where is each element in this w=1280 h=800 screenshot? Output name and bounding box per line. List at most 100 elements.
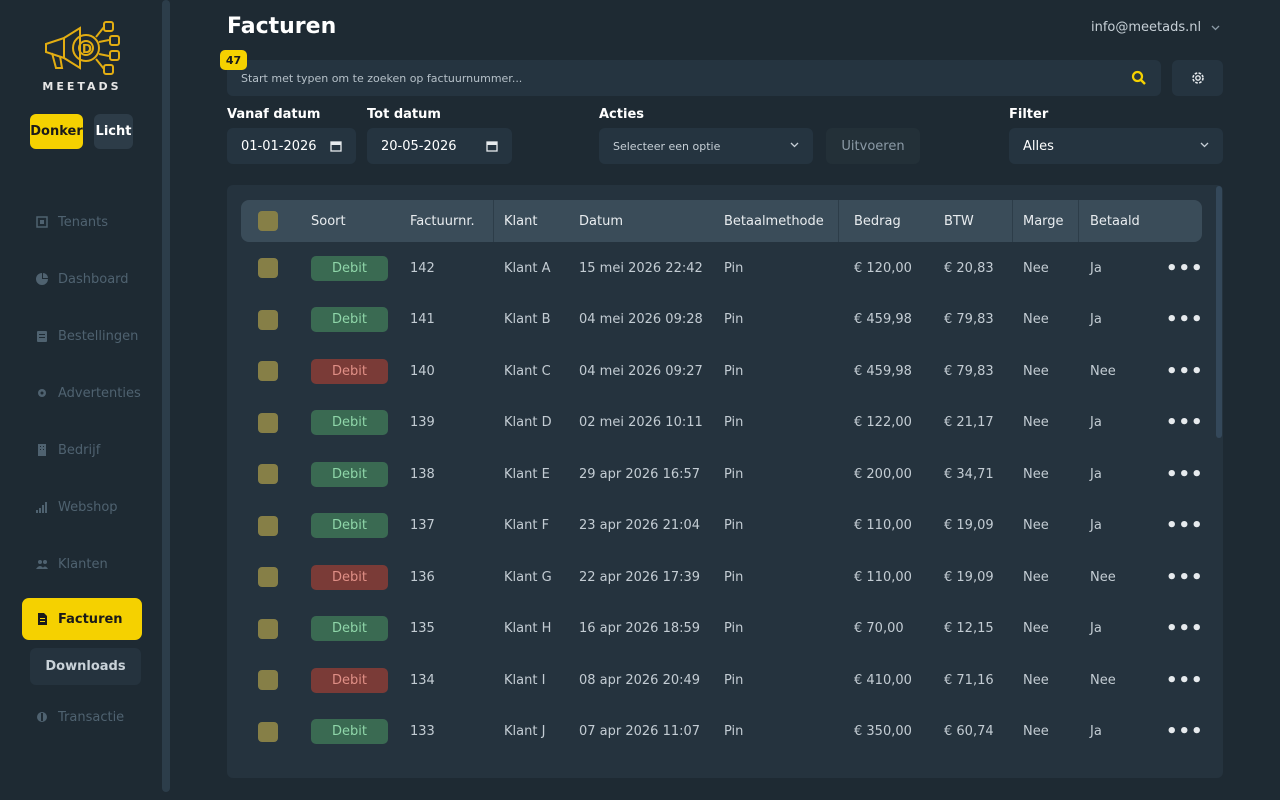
column-header-datum[interactable]: Datum bbox=[579, 213, 623, 229]
table-scrollbar[interactable] bbox=[1216, 186, 1222, 438]
user-menu[interactable]: info@meetads.nl bbox=[1091, 20, 1220, 35]
column-header-btw[interactable]: BTW bbox=[944, 213, 974, 229]
more-options-icon[interactable]: ••• bbox=[1166, 309, 1204, 330]
cell-klant: Klant B bbox=[504, 312, 551, 327]
select-all-checkbox[interactable] bbox=[258, 211, 278, 231]
cell-factuurnr: 134 bbox=[410, 672, 435, 688]
row-checkbox[interactable] bbox=[258, 721, 278, 742]
table-row[interactable]: Debit 134 Klant I 08 apr 2026 20:49 Pin € 410… bbox=[227, 654, 1223, 706]
cell-btw: € 79,83 bbox=[944, 363, 994, 379]
cell-marge: Nee bbox=[1023, 363, 1049, 379]
sidebar-scrollbar[interactable] bbox=[162, 0, 170, 792]
table-row[interactable]: Debit 140 Klant C 04 mei 2026 09:27 Pin € 459… bbox=[227, 345, 1223, 397]
cell-klant: Klant G bbox=[504, 569, 552, 585]
cell-btw: € 20,83 bbox=[944, 260, 994, 276]
column-header-factuurnr[interactable]: Factuurnr. bbox=[410, 213, 475, 229]
column-header-betaald[interactable]: Betaald bbox=[1090, 213, 1140, 229]
gear-icon bbox=[38, 389, 46, 397]
sidebar-item-klanten[interactable]: Klanten bbox=[22, 543, 142, 585]
cell-betaald: Ja bbox=[1090, 621, 1102, 636]
table-row[interactable]: Debit 135 Klant H 16 apr 2026 18:59 Pin € 70,… bbox=[227, 603, 1223, 655]
column-header-bedrag[interactable]: Bedrag bbox=[854, 213, 901, 229]
sidebar-subitem-downloads[interactable]: Downloads bbox=[30, 648, 141, 685]
row-checkbox[interactable] bbox=[258, 309, 278, 330]
cell-factuurnr: 135 bbox=[410, 621, 435, 636]
row-checkbox[interactable] bbox=[258, 361, 278, 381]
type-badge: Debit bbox=[311, 719, 388, 744]
filter-label: Filter bbox=[1009, 107, 1049, 122]
cell-bedrag: € 350,00 bbox=[854, 724, 912, 739]
to-date-input[interactable]: 20-05-2026 bbox=[367, 128, 512, 164]
sidebar-item-bestellingen[interactable]: Bestellingen bbox=[22, 315, 142, 357]
cell-factuurnr: 142 bbox=[410, 260, 435, 276]
row-checkbox[interactable] bbox=[258, 412, 278, 433]
sidebar-item-advertenties[interactable]: Advertenties bbox=[22, 372, 142, 414]
cell-betaald: Ja bbox=[1090, 260, 1102, 276]
filter-select-value: Alles bbox=[1023, 138, 1054, 154]
table-row[interactable]: Debit 142 Klant A 15 mei 2026 22:42 Pin € 120… bbox=[227, 242, 1223, 294]
cell-btw: € 60,74 bbox=[944, 724, 994, 739]
column-header-marge[interactable]: Marge bbox=[1023, 213, 1064, 229]
cell-marge: Nee bbox=[1023, 312, 1049, 327]
cell-marge: Nee bbox=[1023, 466, 1049, 482]
table-row[interactable]: Debit 137 Klant F 23 apr 2026 21:04 Pin € 110… bbox=[227, 500, 1223, 552]
row-checkbox[interactable] bbox=[258, 618, 278, 639]
column-header-klant[interactable]: Klant bbox=[504, 213, 538, 229]
theme-light-button[interactable]: Licht bbox=[94, 114, 133, 149]
theme-dark-button[interactable]: Donker bbox=[30, 114, 83, 149]
run-button[interactable]: Uitvoeren bbox=[826, 128, 920, 164]
search-input[interactable] bbox=[241, 60, 1121, 96]
cell-datum: 04 mei 2026 09:27 bbox=[579, 363, 703, 379]
cell-marge: Nee bbox=[1023, 518, 1049, 533]
more-options-icon[interactable]: ••• bbox=[1166, 618, 1204, 639]
column-header-betaalmethode[interactable]: Betaalmethode bbox=[724, 213, 824, 229]
column-divider bbox=[838, 200, 839, 242]
row-checkbox[interactable] bbox=[258, 567, 278, 587]
cell-bedrag: € 70,00 bbox=[854, 621, 904, 636]
cell-factuurnr: 136 bbox=[410, 569, 435, 585]
sidebar-item-tenants[interactable]: Tenants bbox=[22, 201, 142, 243]
more-options-icon[interactable]: ••• bbox=[1166, 515, 1204, 536]
cell-datum: 08 apr 2026 20:49 bbox=[579, 672, 701, 688]
table-row[interactable]: Debit 138 Klant E 29 apr 2026 16:57 Pin € 200… bbox=[227, 448, 1223, 500]
row-checkbox[interactable] bbox=[258, 258, 278, 278]
from-date-input[interactable]: 01-01-2026 bbox=[227, 128, 356, 164]
table-row[interactable]: Debit 136 Klant G 22 apr 2026 17:39 Pin € 110… bbox=[227, 551, 1223, 603]
calendar-icon[interactable] bbox=[330, 140, 342, 152]
more-options-icon[interactable]: ••• bbox=[1166, 721, 1204, 742]
filter-select[interactable]: Alles bbox=[1009, 128, 1223, 164]
row-checkbox[interactable] bbox=[258, 515, 278, 536]
calendar-icon[interactable] bbox=[486, 140, 498, 152]
sidebar-item-label: Bedrijf bbox=[58, 442, 101, 458]
search-icon[interactable] bbox=[1131, 70, 1147, 86]
actions-select[interactable]: Selecteer een optie bbox=[599, 128, 813, 164]
sidebar-item-webshop[interactable]: Webshop bbox=[22, 486, 142, 528]
cell-betaald: Ja bbox=[1090, 312, 1102, 327]
cell-btw: € 12,15 bbox=[944, 621, 994, 636]
cell-betaalmethode: Pin bbox=[724, 466, 744, 482]
more-options-icon[interactable]: ••• bbox=[1166, 412, 1204, 433]
row-checkbox[interactable] bbox=[258, 670, 278, 690]
table-row[interactable]: Debit 141 Klant B 04 mei 2026 09:28 Pin € 459… bbox=[227, 294, 1223, 346]
brand-name: MEETADS bbox=[42, 80, 122, 93]
more-options-icon[interactable]: ••• bbox=[1166, 360, 1204, 382]
sidebar-item-transactie[interactable]: Transactie bbox=[22, 696, 142, 738]
settings-button[interactable] bbox=[1172, 60, 1223, 96]
more-options-icon[interactable]: ••• bbox=[1166, 463, 1204, 485]
table-row[interactable]: Debit 133 Klant J 07 apr 2026 11:07 Pin € 350… bbox=[227, 706, 1223, 758]
more-options-icon[interactable]: ••• bbox=[1166, 566, 1204, 588]
more-options-icon[interactable]: ••• bbox=[1166, 257, 1204, 279]
column-divider bbox=[1078, 200, 1079, 242]
sidebar-item-bedrijf[interactable]: Bedrijf bbox=[22, 429, 142, 471]
invoice-table: Soort Factuurnr. Klant Datum Betaalmetho… bbox=[227, 185, 1223, 778]
sidebar-item-dashboard[interactable]: Dashboard bbox=[22, 258, 142, 300]
cell-marge: Nee bbox=[1023, 260, 1049, 276]
row-checkbox[interactable] bbox=[258, 464, 278, 484]
sidebar-item-facturen[interactable]: Facturen bbox=[22, 598, 142, 640]
table-row[interactable]: Debit 139 Klant D 02 mei 2026 10:11 Pin € 122… bbox=[227, 397, 1223, 449]
column-header-soort[interactable]: Soort bbox=[311, 213, 346, 229]
sidebar-item-label: Webshop bbox=[58, 499, 118, 515]
cell-betaald: Nee bbox=[1090, 363, 1116, 379]
more-options-icon[interactable]: ••• bbox=[1166, 669, 1204, 691]
cell-betaalmethode: Pin bbox=[724, 724, 744, 739]
